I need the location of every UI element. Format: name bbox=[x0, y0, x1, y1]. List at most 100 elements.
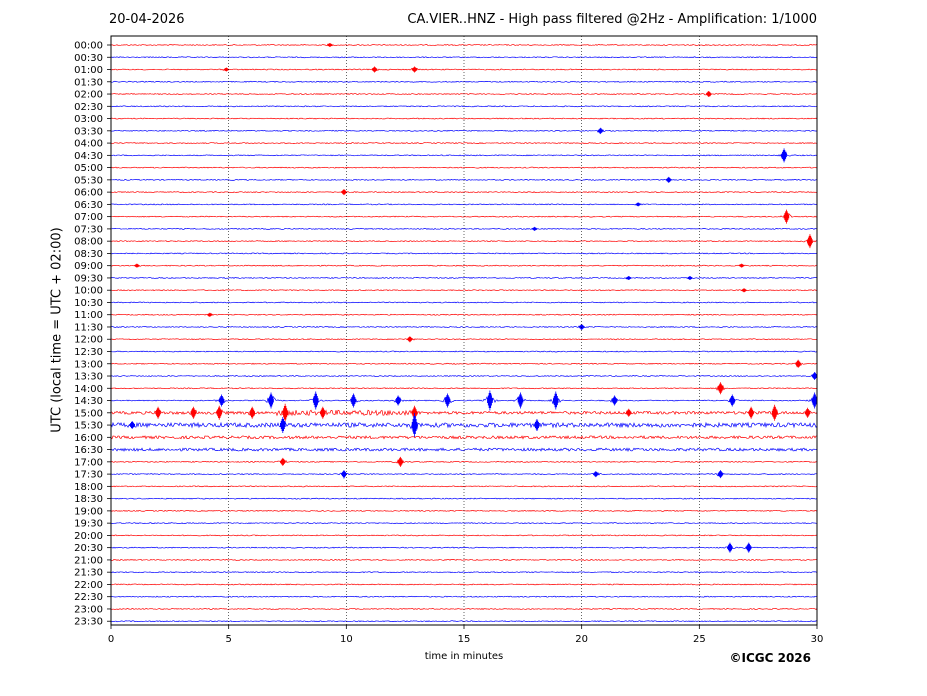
y-tick-label: 05:30 bbox=[74, 175, 103, 186]
x-tick-group: 0 5 10 15 20 25 30 bbox=[108, 625, 824, 645]
event-spike-1500-0 bbox=[155, 406, 161, 419]
y-tick-label: 07:30 bbox=[74, 224, 103, 235]
event-spike-1500-7 bbox=[625, 408, 632, 417]
event-spike-1500-9 bbox=[771, 404, 778, 421]
trace-0800 bbox=[110, 238, 818, 247]
event-spike-2030-1 bbox=[745, 542, 752, 553]
event-spike-1430-8 bbox=[552, 391, 559, 410]
event-spike-1430-1 bbox=[268, 392, 274, 409]
y-tick-label: 13:30 bbox=[74, 372, 103, 383]
y-tick-label: 03:00 bbox=[74, 114, 103, 125]
event-spike-1500-4 bbox=[282, 403, 288, 422]
event-spike-1500-10 bbox=[804, 407, 811, 418]
event-spike-1500-3 bbox=[249, 406, 255, 419]
y-tick-label: 08:00 bbox=[74, 237, 103, 248]
event-spike-1530-0 bbox=[129, 421, 135, 430]
event-spike-1430-0 bbox=[218, 394, 225, 407]
event-spike-1430-6 bbox=[487, 390, 493, 411]
trace-0400 bbox=[110, 142, 818, 145]
trace-0500 bbox=[110, 166, 817, 169]
y-tick-label: 00:00 bbox=[74, 41, 103, 52]
trace-2200 bbox=[110, 583, 818, 586]
y-tick-label: 12:30 bbox=[74, 347, 103, 358]
event-spike-1500-1 bbox=[190, 406, 197, 419]
event-spike-0900-0 bbox=[134, 263, 140, 268]
y-tick-label: 12:00 bbox=[74, 335, 103, 346]
event-spike-1500-6 bbox=[411, 405, 418, 420]
y-tick-label: 05:00 bbox=[74, 163, 103, 174]
event-spike-0900-1 bbox=[738, 263, 745, 268]
y-tick-label: 15:00 bbox=[74, 408, 103, 419]
event-spike-1300-0 bbox=[795, 359, 801, 368]
event-spike-0100-0 bbox=[223, 67, 230, 72]
event-spike-0800-0 bbox=[807, 234, 813, 249]
event-spike-1130-0 bbox=[578, 323, 585, 330]
y-tick-label: 11:00 bbox=[74, 310, 103, 321]
copyright-label: ©ICGC 2026 bbox=[729, 651, 811, 665]
y-tick-label: 00:30 bbox=[74, 53, 103, 64]
x-axis-label: time in minutes bbox=[424, 651, 504, 662]
trace-2000 bbox=[110, 534, 818, 537]
y-tick-label: 21:00 bbox=[74, 555, 103, 566]
trace-0230 bbox=[110, 105, 818, 108]
event-spike-1430-5 bbox=[444, 393, 451, 408]
event-spike-0100-2 bbox=[411, 66, 418, 73]
y-tick-label: 16:00 bbox=[74, 433, 103, 444]
y-tick-label: 16:30 bbox=[74, 445, 103, 456]
y-tick-label: 01:30 bbox=[74, 77, 103, 88]
x-tick-label: 0 bbox=[108, 634, 114, 645]
plot-frame bbox=[110, 35, 818, 626]
trace-2100 bbox=[110, 558, 818, 561]
trace-1530 bbox=[110, 420, 818, 434]
x-tick-label: 30 bbox=[811, 634, 824, 645]
event-spike-0700-0 bbox=[783, 209, 790, 224]
trace-0300 bbox=[110, 117, 818, 120]
event-spike-1430-10 bbox=[729, 394, 736, 407]
trace-1000 bbox=[110, 289, 818, 293]
event-spike-0630-0 bbox=[635, 202, 641, 207]
y-tick-label: 15:30 bbox=[74, 421, 103, 432]
y-tick-label: 20:00 bbox=[74, 531, 103, 542]
event-spike-1730-2 bbox=[717, 470, 724, 479]
event-spike-1500-8 bbox=[748, 406, 754, 419]
event-spike-1330-0 bbox=[811, 372, 818, 381]
y-tick-label: 09:30 bbox=[74, 273, 103, 284]
y-tick-label: 04:00 bbox=[74, 139, 103, 150]
y-tick-label: 13:00 bbox=[74, 359, 103, 370]
y-tick-label: 19:30 bbox=[74, 519, 103, 530]
trace-1500 bbox=[110, 405, 818, 418]
x-tick-label: 10 bbox=[340, 634, 353, 645]
trace-1030 bbox=[110, 301, 818, 304]
event-spike-0530-0 bbox=[665, 176, 672, 183]
y-tick-label: 01:00 bbox=[74, 65, 103, 76]
y-tick-label: 08:30 bbox=[74, 249, 103, 260]
event-spike-1530-2 bbox=[411, 413, 418, 438]
event-spike-1730-1 bbox=[592, 471, 599, 478]
y-tick-label: 06:00 bbox=[74, 188, 103, 199]
event-spike-1430-11 bbox=[811, 392, 818, 409]
y-tick-label: 17:30 bbox=[74, 470, 103, 481]
event-spike-0600-0 bbox=[341, 189, 347, 196]
event-spike-1200-0 bbox=[407, 336, 413, 343]
trace-0330 bbox=[110, 127, 818, 135]
trace-1430 bbox=[110, 393, 818, 407]
y-tick-label: 10:30 bbox=[74, 298, 103, 309]
event-spike-0000-0 bbox=[327, 43, 333, 47]
event-spike-0330-0 bbox=[597, 127, 604, 134]
y-tick-label: 14:30 bbox=[74, 396, 103, 407]
x-tick-label: 25 bbox=[693, 634, 706, 645]
event-spike-1700-1 bbox=[397, 456, 404, 467]
y-tick-label: 19:00 bbox=[74, 506, 103, 517]
y-tick-label: 21:30 bbox=[74, 568, 103, 579]
y-tick-label: 20:30 bbox=[74, 543, 103, 554]
date-label: 20-04-2026 bbox=[109, 12, 185, 27]
y-tick-label: 09:00 bbox=[74, 261, 103, 272]
grid-lines bbox=[228, 36, 700, 625]
event-spike-1400-0 bbox=[717, 382, 724, 395]
y-tick-label: 18:00 bbox=[74, 482, 103, 493]
event-spike-1430-2 bbox=[312, 391, 319, 410]
event-spike-1000-0 bbox=[741, 288, 747, 293]
y-tick-label: 14:00 bbox=[74, 384, 103, 395]
y-tick-label: 03:30 bbox=[74, 126, 103, 137]
